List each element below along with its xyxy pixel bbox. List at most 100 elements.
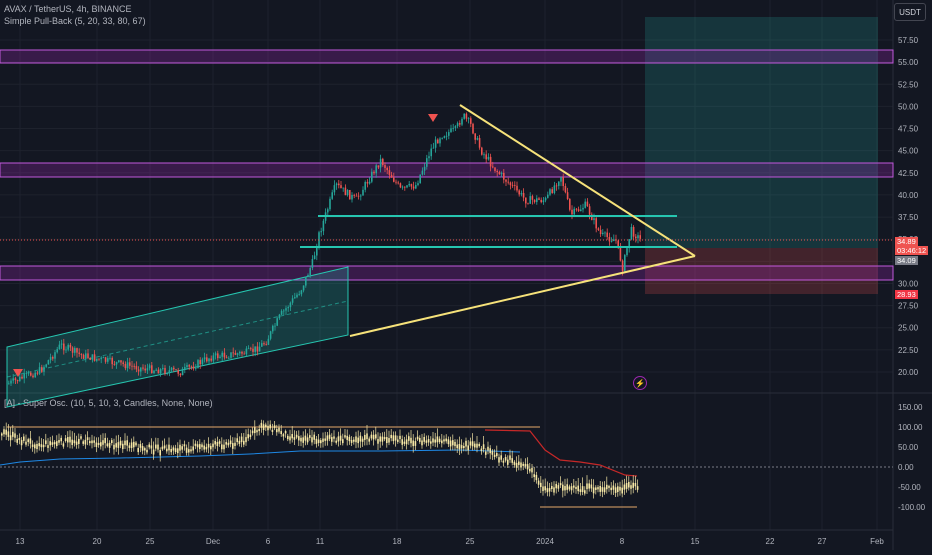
- osc-candle-body: [161, 446, 164, 450]
- osc-candle-body: [60, 437, 62, 442]
- osc-tick-label: -50.00: [898, 483, 921, 492]
- time-tick-label: Dec: [206, 537, 220, 546]
- candle-body: [575, 208, 578, 210]
- currency-button[interactable]: USDT: [894, 3, 926, 21]
- osc-candle-body: [324, 438, 326, 441]
- osc-candle-body: [9, 435, 12, 441]
- osc-candle-body: [614, 487, 617, 493]
- candle-body: [78, 352, 80, 354]
- candle-body: [408, 183, 410, 186]
- osc-candle-body: [390, 434, 392, 439]
- candle-body: [298, 294, 300, 296]
- candle-body: [602, 232, 604, 235]
- candle-body: [566, 192, 569, 200]
- osc-candle-body: [460, 445, 463, 449]
- candle-body: [509, 182, 512, 186]
- candle-body: [415, 185, 417, 189]
- osc-candle-body: [113, 444, 115, 450]
- candle-body: [133, 365, 135, 367]
- osc-tick-label: 150.00: [898, 403, 923, 412]
- candle-body: [366, 181, 369, 184]
- osc-candle-body: [388, 438, 390, 443]
- candle-body: [201, 359, 204, 365]
- osc-candle-body: [144, 448, 146, 451]
- osc-candle-body: [309, 435, 311, 438]
- candle-body: [529, 196, 531, 204]
- sell-marker-icon: [13, 369, 23, 377]
- candle-body: [487, 156, 490, 160]
- osc-candle-body: [438, 438, 441, 442]
- osc-candle-body: [562, 484, 564, 491]
- osc-candle-body: [179, 444, 181, 451]
- candle-body: [32, 375, 34, 378]
- osc-candle-body: [172, 447, 175, 451]
- osc-candle-body: [401, 439, 403, 445]
- candle-body: [87, 353, 89, 358]
- candle-body: [597, 228, 600, 230]
- candle-body: [410, 183, 413, 187]
- candle-body: [212, 355, 215, 361]
- osc-candle-body: [265, 424, 267, 428]
- osc-candle-body: [478, 444, 480, 447]
- osc-candle-body: [489, 448, 491, 454]
- oscillator-legend[interactable]: [A] - Super Osc. (10, 5, 10, 3, Candles,…: [4, 398, 213, 408]
- candle-body: [542, 200, 545, 203]
- candle-body: [467, 118, 470, 120]
- osc-candle-body: [359, 435, 362, 442]
- osc-candle-body: [168, 444, 170, 451]
- osc-candle-body: [82, 441, 84, 444]
- time-tick-label: 22: [766, 537, 775, 546]
- candle-body: [476, 138, 479, 140]
- osc-candle-body: [531, 467, 533, 473]
- time-tick-label: 18: [393, 537, 402, 546]
- osc-candle-body: [273, 425, 276, 429]
- osc-candle-body: [636, 486, 639, 490]
- osc-candle-body: [482, 444, 485, 450]
- candle-body: [142, 367, 144, 369]
- osc-candle-body: [326, 435, 329, 441]
- osc-candle-body: [117, 442, 120, 448]
- take-profit-zone: [645, 17, 878, 248]
- osc-candle-body: [124, 440, 126, 446]
- candle-body: [19, 376, 21, 382]
- osc-candle-body: [586, 483, 588, 490]
- osc-candle-body: [621, 487, 623, 494]
- osc-candle-body: [284, 431, 287, 434]
- candle-body: [619, 246, 622, 261]
- price-tick-label: 50.00: [898, 102, 919, 111]
- osc-candle-body: [573, 485, 575, 488]
- candle-body: [181, 368, 184, 376]
- candle-body: [126, 362, 129, 369]
- candle-body: [199, 360, 201, 365]
- candle-body: [459, 123, 461, 125]
- indicator-legend[interactable]: Simple Pull-Back (5, 20, 33, 80, 67): [4, 16, 146, 26]
- candle-body: [397, 182, 399, 184]
- osc-candle-body: [548, 488, 551, 492]
- osc-candle-body: [58, 439, 60, 443]
- osc-candle-body: [207, 443, 210, 448]
- osc-candle-body: [89, 441, 91, 444]
- resistance-zone: [0, 162, 894, 178]
- osc-candle-body: [504, 457, 507, 461]
- osc-candle-body: [500, 455, 502, 460]
- osc-candle-body: [590, 484, 593, 489]
- candle-body: [54, 352, 56, 359]
- candle-body: [52, 357, 54, 359]
- osc-candle-body: [414, 441, 417, 446]
- symbol-legend[interactable]: AVAX / TetherUS, 4h, BINANCE: [4, 4, 132, 14]
- osc-candle-body: [441, 440, 443, 444]
- osc-candle-body: [225, 442, 227, 445]
- osc-candle-body: [317, 439, 320, 443]
- lightning-icon[interactable]: ⚡: [633, 376, 647, 390]
- osc-candle-body: [322, 438, 324, 442]
- candle-body: [269, 331, 272, 339]
- osc-candle-body: [346, 435, 348, 440]
- candle-body: [610, 241, 613, 242]
- osc-candle-body: [542, 486, 544, 492]
- price-tick-label: 55.00: [898, 58, 919, 67]
- osc-candle-body: [249, 434, 252, 437]
- candle-body: [456, 123, 459, 127]
- candle-body: [137, 369, 140, 372]
